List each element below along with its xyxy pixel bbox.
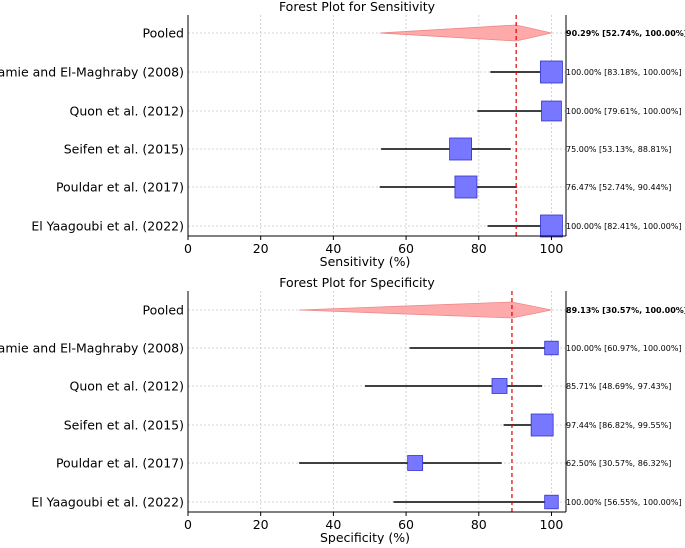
panel-2-x-tick-label: 40 xyxy=(325,517,341,532)
panel-1-estimate-marker xyxy=(540,60,563,84)
panel-1-ci-label: 100.00% [83.18%, 100.00%] xyxy=(566,68,682,77)
panel-2-ci-label: 100.00% [60.97%, 100.00%] xyxy=(566,344,682,353)
panel-1-x-tick-label: 0 xyxy=(184,241,192,256)
panel-1-ci-label: 100.00% [82.41%, 100.00%] xyxy=(566,222,682,231)
panel-2-study-label: Seifen et al. (2015) xyxy=(64,418,184,433)
panel-2-estimate-marker xyxy=(491,378,508,394)
panel-2-estimate-marker xyxy=(530,413,554,437)
panel-1-estimate-marker xyxy=(541,100,562,122)
panel-1-ci-label: 76.47% [52.74%, 90.44%] xyxy=(566,183,671,192)
panel-2-ci-label: 100.00% [56.55%, 100.00%] xyxy=(566,498,682,507)
panel-1-study-label: El Yaagoubi et al. (2022) xyxy=(31,219,184,234)
panel-1-pooled-diamond xyxy=(379,24,552,42)
panel-1-ci-label: 75.00% [53.13%, 88.81%] xyxy=(566,145,671,154)
panel-2-x-tick-label: 20 xyxy=(253,517,269,532)
panel-2-study-label: Quon et al. (2012) xyxy=(69,379,184,394)
panel-1-x-tick-label: 20 xyxy=(253,241,269,256)
panel-2-ci-label: 85.71% [48.69%, 97.43%] xyxy=(566,382,671,391)
panel-1-study-label: Pouldar et al. (2017) xyxy=(56,180,184,195)
panel-1-x-tick-label: 80 xyxy=(471,241,487,256)
panel-1-x-tick-label: 60 xyxy=(398,241,414,256)
panel-1-estimate-marker xyxy=(449,137,472,161)
panel-1-pooled-label: Pooled xyxy=(143,26,185,41)
panel-2-x-tick-label: 80 xyxy=(471,517,487,532)
panel-2-pooled-ci-label: 89.13% [30.57%, 100.00%] xyxy=(566,306,685,315)
panel-1-ci-label: 100.00% [79.61%, 100.00%] xyxy=(566,107,682,116)
panel-1-x-axis-label: Sensitivity (%) xyxy=(320,254,411,269)
panel-1-study-label: Seifen et al. (2015) xyxy=(64,142,184,157)
panel-2-study-label: Gamie and El-Maghraby (2008) xyxy=(0,341,184,356)
panel-2-x-tick-label: 60 xyxy=(398,517,414,532)
panel-2-pooled-diamond xyxy=(299,301,552,319)
panel-1-title: Forest Plot for Sensitivity xyxy=(279,0,436,14)
panel-1-study-label: Quon et al. (2012) xyxy=(69,104,184,119)
panel-2-pooled-label: Pooled xyxy=(143,303,185,318)
panel-1-estimate-marker xyxy=(454,175,478,199)
panel-2-study-label: El Yaagoubi et al. (2022) xyxy=(31,495,184,510)
panel-1-x-tick-label: 40 xyxy=(325,241,341,256)
panel-2-estimate-marker xyxy=(544,494,559,510)
panel-2-title: Forest Plot for Specificity xyxy=(279,275,435,290)
panel-2-x-axis-label: Specificity (%) xyxy=(320,530,410,544)
panel-1-estimate-marker xyxy=(540,214,563,238)
panel-1-study-label: Gamie and El-Maghraby (2008) xyxy=(0,65,184,80)
panel-2-x-tick-label: 100 xyxy=(540,517,564,532)
panel-2-estimate-marker xyxy=(544,340,559,356)
panel-2-estimate-marker xyxy=(407,455,424,471)
panel-2-ci-label: 97.44% [86.82%, 99.55%] xyxy=(566,421,671,430)
panel-2-x-tick-label: 0 xyxy=(184,517,192,532)
panel-1-pooled-ci-label: 90.29% [52.74%, 100.00%] xyxy=(566,29,685,38)
panel-2-study-label: Pouldar et al. (2017) xyxy=(56,456,184,471)
panel-2-ci-label: 62.50% [30.57%, 86.32%] xyxy=(566,459,671,468)
panel-1-x-tick-label: 100 xyxy=(540,241,564,256)
